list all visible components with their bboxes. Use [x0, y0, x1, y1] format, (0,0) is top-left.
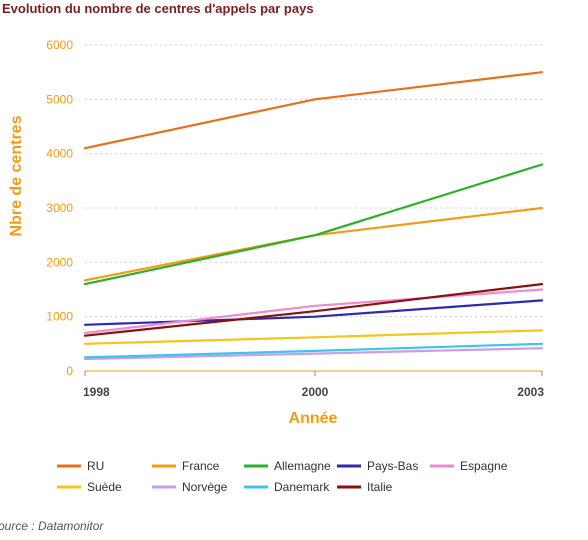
legend-item: Norvège	[152, 480, 228, 494]
series-line-allemagne	[83, 163, 544, 286]
x-tick-label: 1998	[83, 385, 110, 399]
series-lines	[83, 71, 544, 361]
legend-label: Espagne	[460, 459, 508, 473]
legend: RU France Allemagne Pays-Bas Espagne Suède Nor…	[57, 459, 508, 494]
series-line-norvège	[83, 347, 544, 361]
y-tick-label: 4000	[46, 147, 73, 161]
legend-label: Allemagne	[274, 459, 331, 473]
legend-item: Pays-Bas	[337, 459, 418, 473]
legend-label: Norvège	[182, 480, 228, 494]
series-line-italie	[83, 283, 544, 337]
chart-title: Evolution du nombre de centres d'appels …	[2, 1, 314, 16]
legend-item: France	[152, 459, 220, 473]
legend-item: RU	[57, 459, 104, 473]
legend-item: Italie	[337, 480, 393, 494]
legend-label: Italie	[367, 480, 393, 494]
series-line-pays-bas	[83, 299, 544, 326]
legend-label: RU	[87, 459, 104, 473]
y-tick-label: 6000	[46, 38, 73, 52]
legend-label: Danemark	[274, 480, 330, 494]
y-tick-label: 5000	[46, 92, 73, 106]
y-tick-label: 0	[66, 364, 73, 378]
x-axis-title: Année	[289, 410, 338, 427]
y-tick-label: 2000	[46, 255, 73, 269]
legend-label: Suède	[87, 480, 122, 494]
series-line-suède	[83, 329, 544, 345]
x-tick-label: 2000	[302, 385, 329, 399]
legend-label: France	[182, 459, 220, 473]
axes: 0 1000 2000 3000 4000 5000 6000 1998 2000 2003 Ann…	[8, 38, 544, 427]
legend-item: Espagne	[430, 459, 508, 473]
grid-lines	[85, 44, 542, 318]
x-tick-label: 2003	[517, 385, 544, 399]
legend-item: Suède	[57, 480, 122, 494]
legend-item: Danemark	[244, 480, 330, 494]
y-tick-label: 1000	[46, 310, 73, 324]
series-line-danemark	[83, 342, 544, 359]
source-note: ource : Datamonitor	[0, 519, 104, 533]
legend-label: Pays-Bas	[367, 459, 418, 473]
y-axis-title: Nbre de centres	[8, 115, 25, 236]
series-line-ru	[83, 71, 544, 150]
legend-item: Allemagne	[244, 459, 331, 473]
y-tick-label: 3000	[46, 201, 73, 215]
series-line-espagne	[83, 288, 544, 335]
